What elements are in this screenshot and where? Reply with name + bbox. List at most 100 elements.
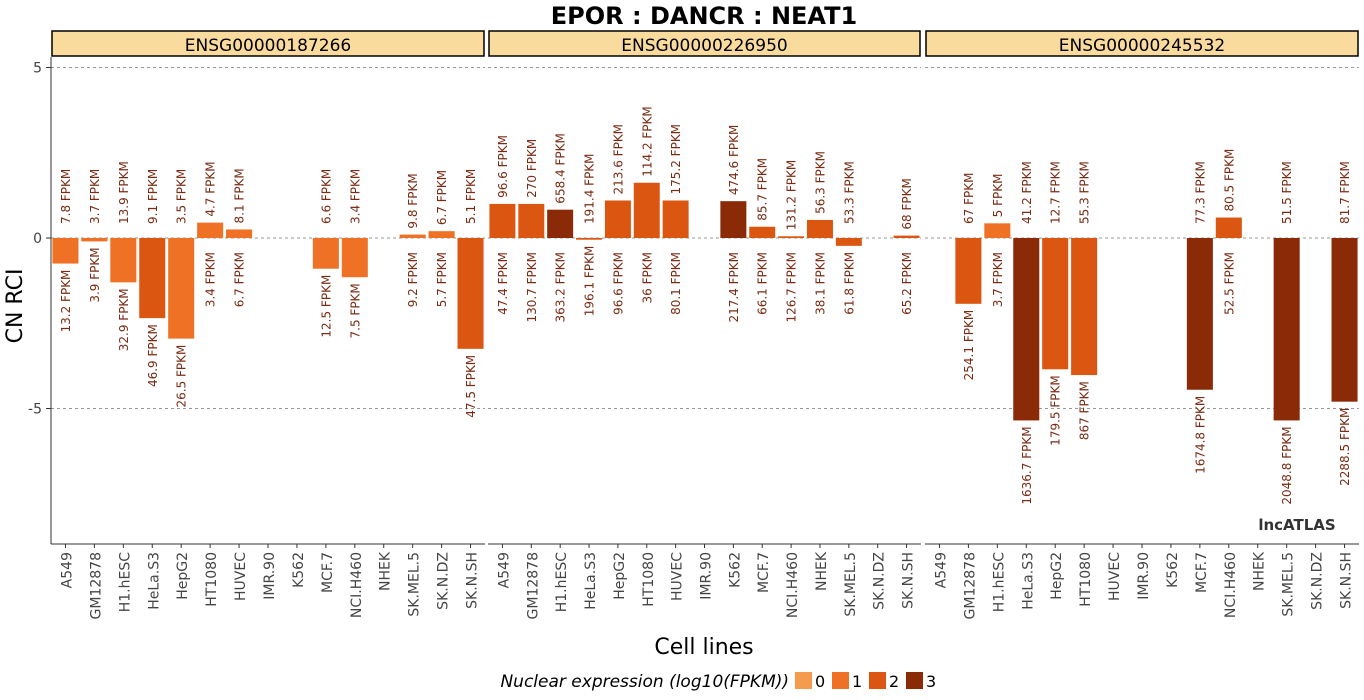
data-label-bottom: 38.1 FPKM bbox=[813, 252, 827, 315]
data-label-bottom: 126.7 FPKM bbox=[785, 252, 799, 323]
x-tick-label: GM12878 bbox=[88, 552, 104, 619]
data-label-bottom: 6.7 FPKM bbox=[233, 252, 247, 307]
data-label-bottom: 254.1 FPKM bbox=[962, 310, 976, 381]
data-label-top: 12.7 FPKM bbox=[1049, 161, 1063, 224]
facet-ensg00000226950: ENSG00000226950 A549 96.6 FPKM 47.4 FPKM GM1… bbox=[488, 30, 921, 619]
data-label-bottom: 3.4 FPKM bbox=[204, 252, 218, 307]
data-label-top: 270 FPKM bbox=[525, 139, 539, 198]
data-label-bottom: 217.4 FPKM bbox=[727, 252, 741, 323]
data-label-top: 658.4 FPKM bbox=[554, 133, 568, 204]
legend-swatch bbox=[906, 672, 923, 689]
data-label-top: 13.9 FPKM bbox=[117, 161, 131, 224]
bar bbox=[226, 229, 253, 238]
data-label-bottom: 1674.8 FPKM bbox=[1193, 396, 1207, 474]
data-label-top: 474.6 FPKM bbox=[727, 125, 741, 196]
data-label-bottom: 5.7 FPKM bbox=[435, 252, 449, 307]
x-tick-label: GM12878 bbox=[525, 552, 541, 619]
data-label-top: 80.5 FPKM bbox=[1222, 149, 1236, 212]
data-label-bottom: 363.2 FPKM bbox=[554, 252, 568, 323]
x-tick-label: MCF.7 bbox=[1194, 552, 1210, 593]
data-label-top: 6.7 FPKM bbox=[435, 170, 449, 225]
data-label-top: 41.2 FPKM bbox=[1020, 161, 1034, 224]
data-label-bottom: 9.2 FPKM bbox=[406, 252, 420, 307]
bar bbox=[197, 222, 224, 238]
data-label-bottom: 47.5 FPKM bbox=[464, 355, 478, 418]
x-tick-label: K562 bbox=[1165, 552, 1181, 588]
data-label-top: 213.6 FPKM bbox=[611, 124, 625, 195]
data-label-bottom: 26.5 FPKM bbox=[175, 345, 189, 408]
data-label-bottom: 66.1 FPKM bbox=[756, 252, 770, 315]
data-label-bottom: 65.2 FPKM bbox=[900, 252, 914, 315]
chart-title: EPOR : DANCR : NEAT1 bbox=[551, 2, 857, 30]
legend: Nuclear expression (log10(FPKM)) 0 1 2 3 bbox=[500, 672, 936, 692]
x-tick-label: NCI.H460 bbox=[349, 552, 365, 618]
x-tick-label: HeLa.S3 bbox=[146, 552, 162, 610]
legend-title: Nuclear expression (log10(FPKM)) bbox=[500, 672, 789, 692]
data-label-top: 7.8 FPKM bbox=[59, 169, 73, 224]
data-label-top: 3.7 FPKM bbox=[88, 169, 102, 224]
data-label-bottom: 179.5 FPKM bbox=[1049, 375, 1063, 446]
y-tick-label: 0 bbox=[33, 231, 42, 247]
x-tick-label: NCI.H460 bbox=[785, 552, 801, 618]
x-tick-label: SK.N.DZ bbox=[1310, 552, 1326, 610]
data-label-bottom: 47.4 FPKM bbox=[496, 252, 510, 315]
data-label-bottom: 96.6 FPKM bbox=[611, 252, 625, 315]
bar bbox=[110, 238, 137, 283]
x-tick-label: H1.hESC bbox=[117, 552, 133, 612]
x-tick-label: HUVEC bbox=[1107, 552, 1123, 601]
x-tick-label: SK.MEL.5 bbox=[843, 552, 859, 617]
bar bbox=[955, 238, 982, 304]
data-label-bottom: 61.8 FPKM bbox=[842, 252, 856, 315]
data-label-top: 81.7 FPKM bbox=[1338, 161, 1352, 224]
data-label-top: 51.5 FPKM bbox=[1280, 161, 1294, 224]
bar bbox=[893, 235, 920, 238]
bar bbox=[139, 238, 166, 319]
bar bbox=[489, 203, 516, 238]
bar bbox=[1013, 238, 1040, 421]
x-tick-label: A549 bbox=[59, 552, 75, 588]
x-tick-label: HeLa.S3 bbox=[583, 552, 599, 610]
bar bbox=[662, 200, 689, 238]
bar bbox=[547, 209, 574, 238]
legend-swatch bbox=[795, 672, 812, 689]
y-axis-label: CN RCI bbox=[3, 269, 28, 344]
x-tick-label: HeLa.S3 bbox=[1020, 552, 1036, 610]
x-tick-label: HepG2 bbox=[1049, 552, 1065, 600]
facet-strip bbox=[488, 30, 921, 57]
x-tick-label: SK.MEL.5 bbox=[1281, 552, 1297, 617]
data-label-top: 5.1 FPKM bbox=[464, 169, 478, 224]
bar bbox=[399, 234, 426, 238]
legend-label: 0 bbox=[815, 672, 825, 691]
watermark: lncATLAS bbox=[1258, 516, 1335, 534]
data-label-top: 53.3 FPKM bbox=[842, 161, 856, 224]
data-label-bottom: 80.1 FPKM bbox=[669, 252, 683, 315]
bar bbox=[576, 238, 603, 240]
data-label-top: 8.1 FPKM bbox=[233, 168, 247, 223]
bar bbox=[1273, 238, 1300, 421]
facet-strip bbox=[51, 30, 485, 57]
bar bbox=[168, 238, 195, 339]
x-tick-label: SK.N.DZ bbox=[872, 552, 888, 610]
bar bbox=[1071, 238, 1098, 376]
data-label-top: 114.2 FPKM bbox=[640, 106, 654, 177]
bar bbox=[52, 238, 79, 264]
x-tick-label: NHEK bbox=[814, 551, 830, 591]
x-tick-label: A549 bbox=[496, 552, 512, 588]
data-label-bottom: 3.7 FPKM bbox=[991, 252, 1005, 307]
bar bbox=[1215, 217, 1242, 238]
bar bbox=[835, 238, 862, 246]
data-label-top: 131.2 FPKM bbox=[785, 160, 799, 231]
facet-strip-label: ENSG00000226950 bbox=[621, 36, 787, 56]
data-label-bottom: 52.5 FPKM bbox=[1222, 252, 1236, 315]
x-tick-label: K562 bbox=[291, 552, 307, 588]
bar bbox=[604, 200, 631, 238]
y-tick-label: 5 bbox=[33, 61, 42, 77]
x-tick-label: IMR.90 bbox=[699, 552, 715, 600]
x-tick-label: NHEK bbox=[378, 551, 394, 591]
bar bbox=[312, 238, 339, 269]
x-tick-label: SK.N.SH bbox=[465, 552, 481, 609]
bar bbox=[778, 236, 805, 238]
bar bbox=[428, 231, 455, 238]
x-tick-label: SK.MEL.5 bbox=[407, 552, 423, 617]
